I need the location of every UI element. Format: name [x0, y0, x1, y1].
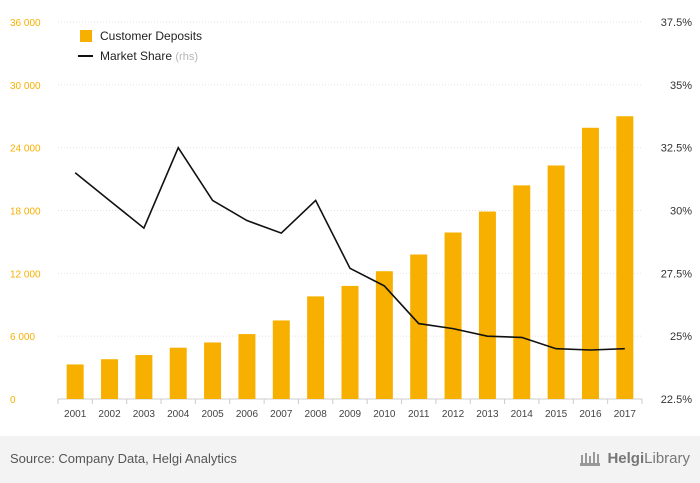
bar-customer-deposits — [616, 116, 634, 399]
y-left-tick-label: 6 000 — [10, 332, 35, 343]
y-left-tick-label: 18 000 — [10, 207, 41, 218]
y-right-tick-label: 22.5% — [661, 394, 692, 406]
bar-customer-deposits — [513, 185, 531, 399]
legend-label-market-share: Market Share (rhs) — [100, 49, 198, 63]
bar-customer-deposits — [204, 342, 222, 399]
bar-customer-deposits — [410, 254, 428, 399]
x-tick-label: 2013 — [476, 409, 499, 420]
x-tick-label: 2005 — [201, 409, 224, 420]
brand-logo: HelgiLibrary — [579, 449, 690, 467]
x-tick-label: 2012 — [442, 409, 465, 420]
bar-customer-deposits — [581, 127, 599, 400]
bar-customer-deposits — [547, 165, 565, 399]
x-tick-label: 2008 — [305, 409, 328, 420]
library-icon — [580, 452, 601, 466]
bar-customer-deposits — [169, 347, 187, 399]
y-left-tick-label: 24 000 — [10, 144, 41, 155]
legend-swatch-customer-deposits — [80, 30, 92, 42]
bar-customer-deposits — [272, 320, 290, 399]
x-tick-label: 2009 — [339, 409, 362, 420]
source-note: Source: Company Data, Helgi Analytics — [10, 451, 237, 466]
bar-customer-deposits — [66, 364, 84, 399]
bar-customer-deposits — [238, 334, 256, 399]
chart-svg: 0 6 000 12 000 18 000 24 000 30 000 36 000 22.5… — [10, 17, 692, 420]
y-right-tick-label: 35% — [670, 80, 692, 92]
bar-customer-deposits — [444, 232, 462, 399]
bar-customer-deposits — [341, 285, 359, 399]
y-right-tick-label: 25% — [670, 331, 692, 343]
brand-prefix: Helgi — [607, 449, 645, 467]
x-tick-label: 2002 — [98, 409, 121, 420]
y-right-tick-label: 37.5% — [661, 17, 692, 29]
y-right-tick-label: 32.5% — [661, 143, 692, 155]
y-left-tick-label: 30 000 — [10, 81, 41, 92]
x-tick-label: 2016 — [579, 409, 602, 420]
bar-customer-deposits — [101, 359, 119, 399]
x-tick-label: 2011 — [408, 409, 430, 420]
x-tick-label: 2004 — [167, 409, 190, 420]
x-tick-label: 2010 — [373, 409, 396, 420]
y-left-tick-label: 12 000 — [10, 269, 41, 280]
x-tick-label: 2003 — [133, 409, 156, 420]
y-right-tick-label: 30% — [670, 206, 692, 218]
x-tick-label: 2007 — [270, 409, 293, 420]
x-tick-label: 2001 — [64, 409, 87, 420]
line-market-share — [74, 145, 625, 351]
x-tick-label: 2015 — [545, 409, 568, 420]
bar-customer-deposits — [478, 211, 496, 399]
bar-customer-deposits — [375, 271, 393, 399]
legend-rhs-note: (rhs) — [175, 51, 198, 63]
x-tick-label: 2014 — [511, 409, 534, 420]
bar-customer-deposits — [307, 296, 325, 399]
legend-label-customer-deposits: Customer Deposits — [100, 29, 202, 43]
brand-suffix: Library — [644, 449, 690, 467]
y-right-tick-label: 27.5% — [661, 268, 692, 280]
x-tick-label: 2006 — [236, 409, 259, 420]
y-left-tick-label: 36 000 — [10, 18, 41, 29]
bar-customer-deposits — [135, 355, 153, 399]
y-left-tick-label: 0 — [10, 395, 16, 406]
x-tick-label: 2017 — [614, 409, 637, 420]
